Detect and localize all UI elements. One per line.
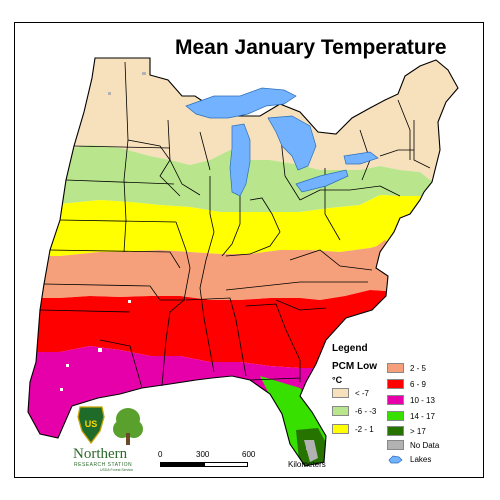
scale-segment-dark xyxy=(160,462,204,467)
northern-research-logo: US Northern RESEARCH STATION USDA Forest… xyxy=(70,405,160,472)
lake-michigan xyxy=(229,123,251,197)
tree-icon xyxy=(113,408,143,445)
logo-agency: USDA Forest Service xyxy=(100,468,134,472)
legend-swatch xyxy=(387,379,404,389)
legend-swatch xyxy=(332,406,349,416)
legend-label: Lakes xyxy=(410,454,432,464)
scale-bar: 0 300 600 Kilometers xyxy=(158,450,358,474)
legend-swatch xyxy=(387,395,404,405)
legend: Legend PCM Low °C < -7 -6 - -3 -2 - 1 2 … xyxy=(332,343,492,465)
state-borders xyxy=(27,57,459,467)
great-lakes xyxy=(185,87,379,197)
legend-swatch xyxy=(387,363,404,373)
lake-erie xyxy=(295,169,349,193)
lake-superior xyxy=(185,87,297,119)
legend-item: < -7 xyxy=(332,387,369,399)
legend-label: 6 - 9 xyxy=(410,379,427,389)
legend-item: > 17 xyxy=(387,425,426,437)
white-speckles xyxy=(60,300,131,391)
florida-speckles xyxy=(108,72,315,456)
legend-label: 10 - 13 xyxy=(410,395,435,405)
scale-tick: 300 xyxy=(196,450,210,459)
legend-label: -2 - 1 xyxy=(355,424,374,434)
legend-item: 10 - 13 xyxy=(387,394,435,406)
lake-huron xyxy=(267,115,317,171)
legend-item: -2 - 1 xyxy=(332,423,374,435)
legend-label: < -7 xyxy=(355,388,370,398)
forest-service-shield-icon: US xyxy=(77,406,143,445)
legend-label: > 17 xyxy=(410,426,426,436)
legend-item: 14 - 17 xyxy=(387,410,435,422)
legend-swatch xyxy=(332,424,349,434)
no-data-patch xyxy=(304,440,318,462)
legend-model: PCM Low xyxy=(332,361,377,372)
legend-item: 2 - 5 xyxy=(387,362,426,374)
legend-swatch xyxy=(387,440,404,450)
shield-badge-text: US xyxy=(85,419,98,429)
lake-ontario xyxy=(343,151,379,165)
legend-heading: Legend xyxy=(332,343,368,354)
scale-tick: 0 xyxy=(158,450,163,459)
legend-swatch xyxy=(387,411,404,421)
logo-wordmark: Northern xyxy=(73,446,128,462)
scale-tick: 600 xyxy=(242,450,256,459)
scale-segment-light xyxy=(204,462,248,467)
scale-unit: Kilometers xyxy=(288,460,326,469)
legend-label: -6 - -3 xyxy=(355,406,377,416)
legend-swatch xyxy=(332,388,349,398)
logo-subtitle: RESEARCH STATION xyxy=(74,462,133,468)
map-title: Mean January Temperature xyxy=(175,36,447,59)
legend-item: 6 - 9 xyxy=(387,378,426,390)
legend-item: No Data xyxy=(387,439,439,451)
legend-swatch xyxy=(387,426,404,436)
legend-label: No Data xyxy=(410,440,440,450)
legend-item: Lakes xyxy=(387,453,431,465)
legend-label: 2 - 5 xyxy=(410,363,427,373)
legend-label: 14 - 17 xyxy=(410,411,435,421)
lake-icon xyxy=(388,455,403,464)
legend-item: -6 - -3 xyxy=(332,405,376,417)
legend-unit: °C xyxy=(332,375,343,385)
